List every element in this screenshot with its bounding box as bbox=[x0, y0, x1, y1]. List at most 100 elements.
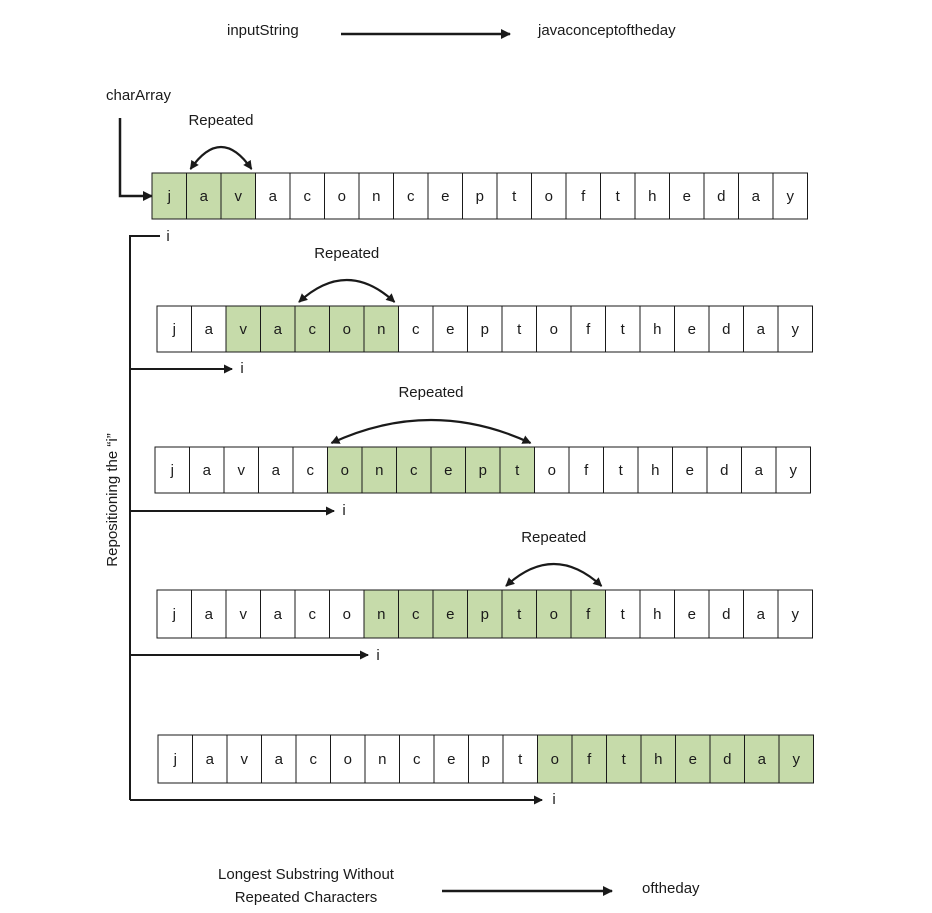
char-label: a bbox=[757, 606, 766, 623]
char-label: o bbox=[344, 751, 352, 768]
char-cell: p bbox=[462, 172, 498, 220]
rows-layer: j a v a c o n c e p t o f t h e d a y i Repeated j a v a c o n c e p t o… bbox=[151, 112, 814, 808]
char-label: t bbox=[512, 188, 517, 205]
char-label: t bbox=[619, 462, 624, 479]
char-label: t bbox=[517, 606, 522, 623]
char-cell: a bbox=[738, 172, 774, 220]
char-label: a bbox=[272, 462, 281, 479]
char-cell: o bbox=[329, 305, 365, 353]
char-label: n bbox=[377, 321, 385, 338]
char-cell: n bbox=[363, 305, 399, 353]
repeated-arc bbox=[330, 419, 532, 444]
char-cell: f bbox=[570, 589, 606, 639]
char-cell: e bbox=[433, 734, 469, 784]
char-cell: h bbox=[634, 172, 670, 220]
char-cell: a bbox=[258, 446, 294, 494]
char-cell: e bbox=[432, 589, 468, 639]
char-cell: y bbox=[772, 172, 808, 220]
char-cell: t bbox=[501, 589, 537, 639]
char-cell: o bbox=[330, 734, 366, 784]
char-label: p bbox=[481, 606, 489, 623]
repeated-label: Repeated bbox=[521, 529, 586, 546]
char-cell: n bbox=[364, 734, 400, 784]
char-label: c bbox=[410, 462, 418, 479]
char-cell: d bbox=[706, 446, 742, 494]
reposition-bracket bbox=[129, 235, 160, 800]
repeated-label: Repeated bbox=[188, 112, 253, 129]
char-cell: e bbox=[672, 446, 708, 494]
char-label: t bbox=[616, 188, 621, 205]
char-cell: c bbox=[294, 589, 330, 639]
char-row-5: j a v a c o n c e p t o f t h e d a y i bbox=[157, 734, 814, 808]
char-label: a bbox=[755, 462, 764, 479]
char-row-1: j a v a c o n c e p t o f t h e d a y i Repeated bbox=[151, 112, 808, 245]
char-label: c bbox=[309, 606, 317, 623]
char-label: c bbox=[412, 606, 420, 623]
char-row-3: j a v a c o n c e p t o f t h e d a y i Repeated bbox=[154, 384, 811, 519]
char-cell: a bbox=[744, 734, 780, 784]
char-label: n bbox=[377, 606, 385, 623]
char-cell: p bbox=[467, 589, 503, 639]
char-label: a bbox=[275, 751, 284, 768]
char-label: o bbox=[551, 751, 559, 768]
char-cell: e bbox=[430, 446, 466, 494]
char-cell: f bbox=[565, 172, 601, 220]
char-label: o bbox=[550, 606, 558, 623]
char-cell: y bbox=[775, 446, 811, 494]
char-cell: p bbox=[468, 734, 504, 784]
char-label: f bbox=[586, 321, 591, 338]
char-cell: a bbox=[189, 446, 225, 494]
char-cell: a bbox=[260, 589, 296, 639]
char-cell: v bbox=[223, 446, 259, 494]
char-label: c bbox=[309, 321, 317, 338]
char-label: p bbox=[476, 188, 484, 205]
char-label: p bbox=[482, 751, 490, 768]
char-label: y bbox=[792, 321, 800, 338]
char-label: y bbox=[792, 606, 800, 623]
repeated-label: Repeated bbox=[314, 245, 379, 262]
char-label: n bbox=[378, 751, 386, 768]
char-label: c bbox=[407, 188, 415, 205]
char-cell: y bbox=[778, 734, 814, 784]
side-label: Repositioning the “i” bbox=[104, 433, 121, 566]
char-label: f bbox=[581, 188, 586, 205]
char-cell: a bbox=[192, 734, 228, 784]
char-label: j bbox=[170, 462, 174, 479]
char-label: e bbox=[688, 606, 696, 623]
char-cell: v bbox=[220, 172, 256, 220]
repeated-arc bbox=[505, 563, 603, 587]
char-label: a bbox=[274, 321, 283, 338]
char-label: t bbox=[622, 751, 627, 768]
char-cell: v bbox=[225, 305, 261, 353]
char-label: c bbox=[307, 462, 315, 479]
char-label: c bbox=[413, 751, 421, 768]
char-label: c bbox=[304, 188, 312, 205]
input-string-label: inputString bbox=[227, 22, 299, 39]
char-cell: c bbox=[292, 446, 328, 494]
char-cell: f bbox=[570, 305, 606, 353]
char-label: n bbox=[375, 462, 383, 479]
char-cell: o bbox=[327, 446, 363, 494]
char-label: a bbox=[203, 462, 212, 479]
char-label: n bbox=[372, 188, 380, 205]
char-cell: n bbox=[358, 172, 394, 220]
char-label: y bbox=[793, 751, 801, 768]
char-label: e bbox=[446, 606, 454, 623]
char-cell: c bbox=[393, 172, 429, 220]
char-cell: h bbox=[639, 589, 675, 639]
char-cell: e bbox=[675, 734, 711, 784]
char-cell: e bbox=[669, 172, 705, 220]
char-label: e bbox=[689, 751, 697, 768]
char-cell: a bbox=[261, 734, 297, 784]
char-label: p bbox=[481, 321, 489, 338]
char-cell: o bbox=[324, 172, 360, 220]
char-cell: o bbox=[329, 589, 365, 639]
char-label: f bbox=[584, 462, 589, 479]
char-array-arrow bbox=[118, 118, 153, 201]
char-label: v bbox=[240, 606, 248, 623]
char-row-4: j a v a c o n c e p t o f t h e d a y i Repeated bbox=[156, 529, 813, 664]
char-cell: t bbox=[496, 172, 532, 220]
char-cell: a bbox=[255, 172, 291, 220]
char-array-label: charArray bbox=[106, 87, 172, 104]
char-cell: o bbox=[531, 172, 567, 220]
